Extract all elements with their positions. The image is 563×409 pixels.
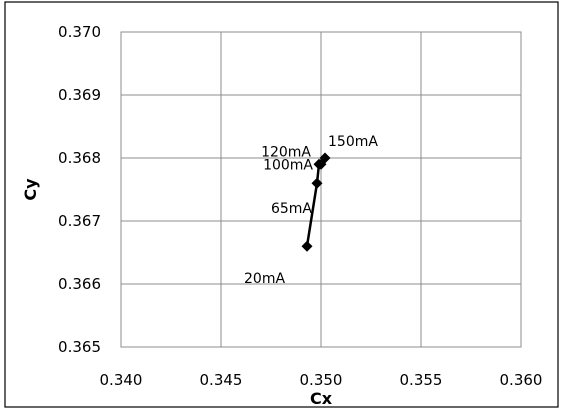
- y-tick-labels: 0.365 0.366 0.367 0.368 0.369 0.370: [58, 23, 101, 356]
- x-tick-label: 0.340: [100, 371, 143, 389]
- series: [301, 152, 331, 252]
- y-tick-label: 0.369: [58, 86, 101, 104]
- x-tick-label: 0.355: [400, 371, 443, 389]
- x-tick-label: 0.350: [300, 371, 343, 389]
- y-tick-label: 0.368: [58, 149, 101, 167]
- data-point-marker: [319, 152, 331, 164]
- x-tick-label: 0.360: [500, 371, 543, 389]
- y-tick-label: 0.365: [58, 338, 101, 356]
- data-point-label: 120mA: [261, 144, 311, 160]
- data-point-label: 150mA: [328, 134, 378, 150]
- y-tick-label: 0.367: [58, 212, 101, 230]
- y-tick-label: 0.366: [58, 275, 101, 293]
- x-tick-label: 0.345: [200, 371, 243, 389]
- y-axis-title: Cy: [21, 178, 40, 201]
- chart-frame: [4, 1, 559, 408]
- data-point-label: 20mA: [244, 271, 285, 287]
- data-point-label: 65mA: [271, 201, 312, 217]
- data-point-marker: [311, 177, 323, 189]
- grid: [120, 31, 522, 348]
- y-tick-label: 0.370: [58, 23, 101, 41]
- data-point-marker: [301, 240, 313, 252]
- x-tick-labels: 0.340 0.345 0.350 0.355 0.360: [100, 371, 543, 389]
- x-axis-title: Cx: [310, 389, 333, 408]
- plot-area-border: [120, 31, 522, 348]
- data-point-label: 100mA: [263, 157, 313, 173]
